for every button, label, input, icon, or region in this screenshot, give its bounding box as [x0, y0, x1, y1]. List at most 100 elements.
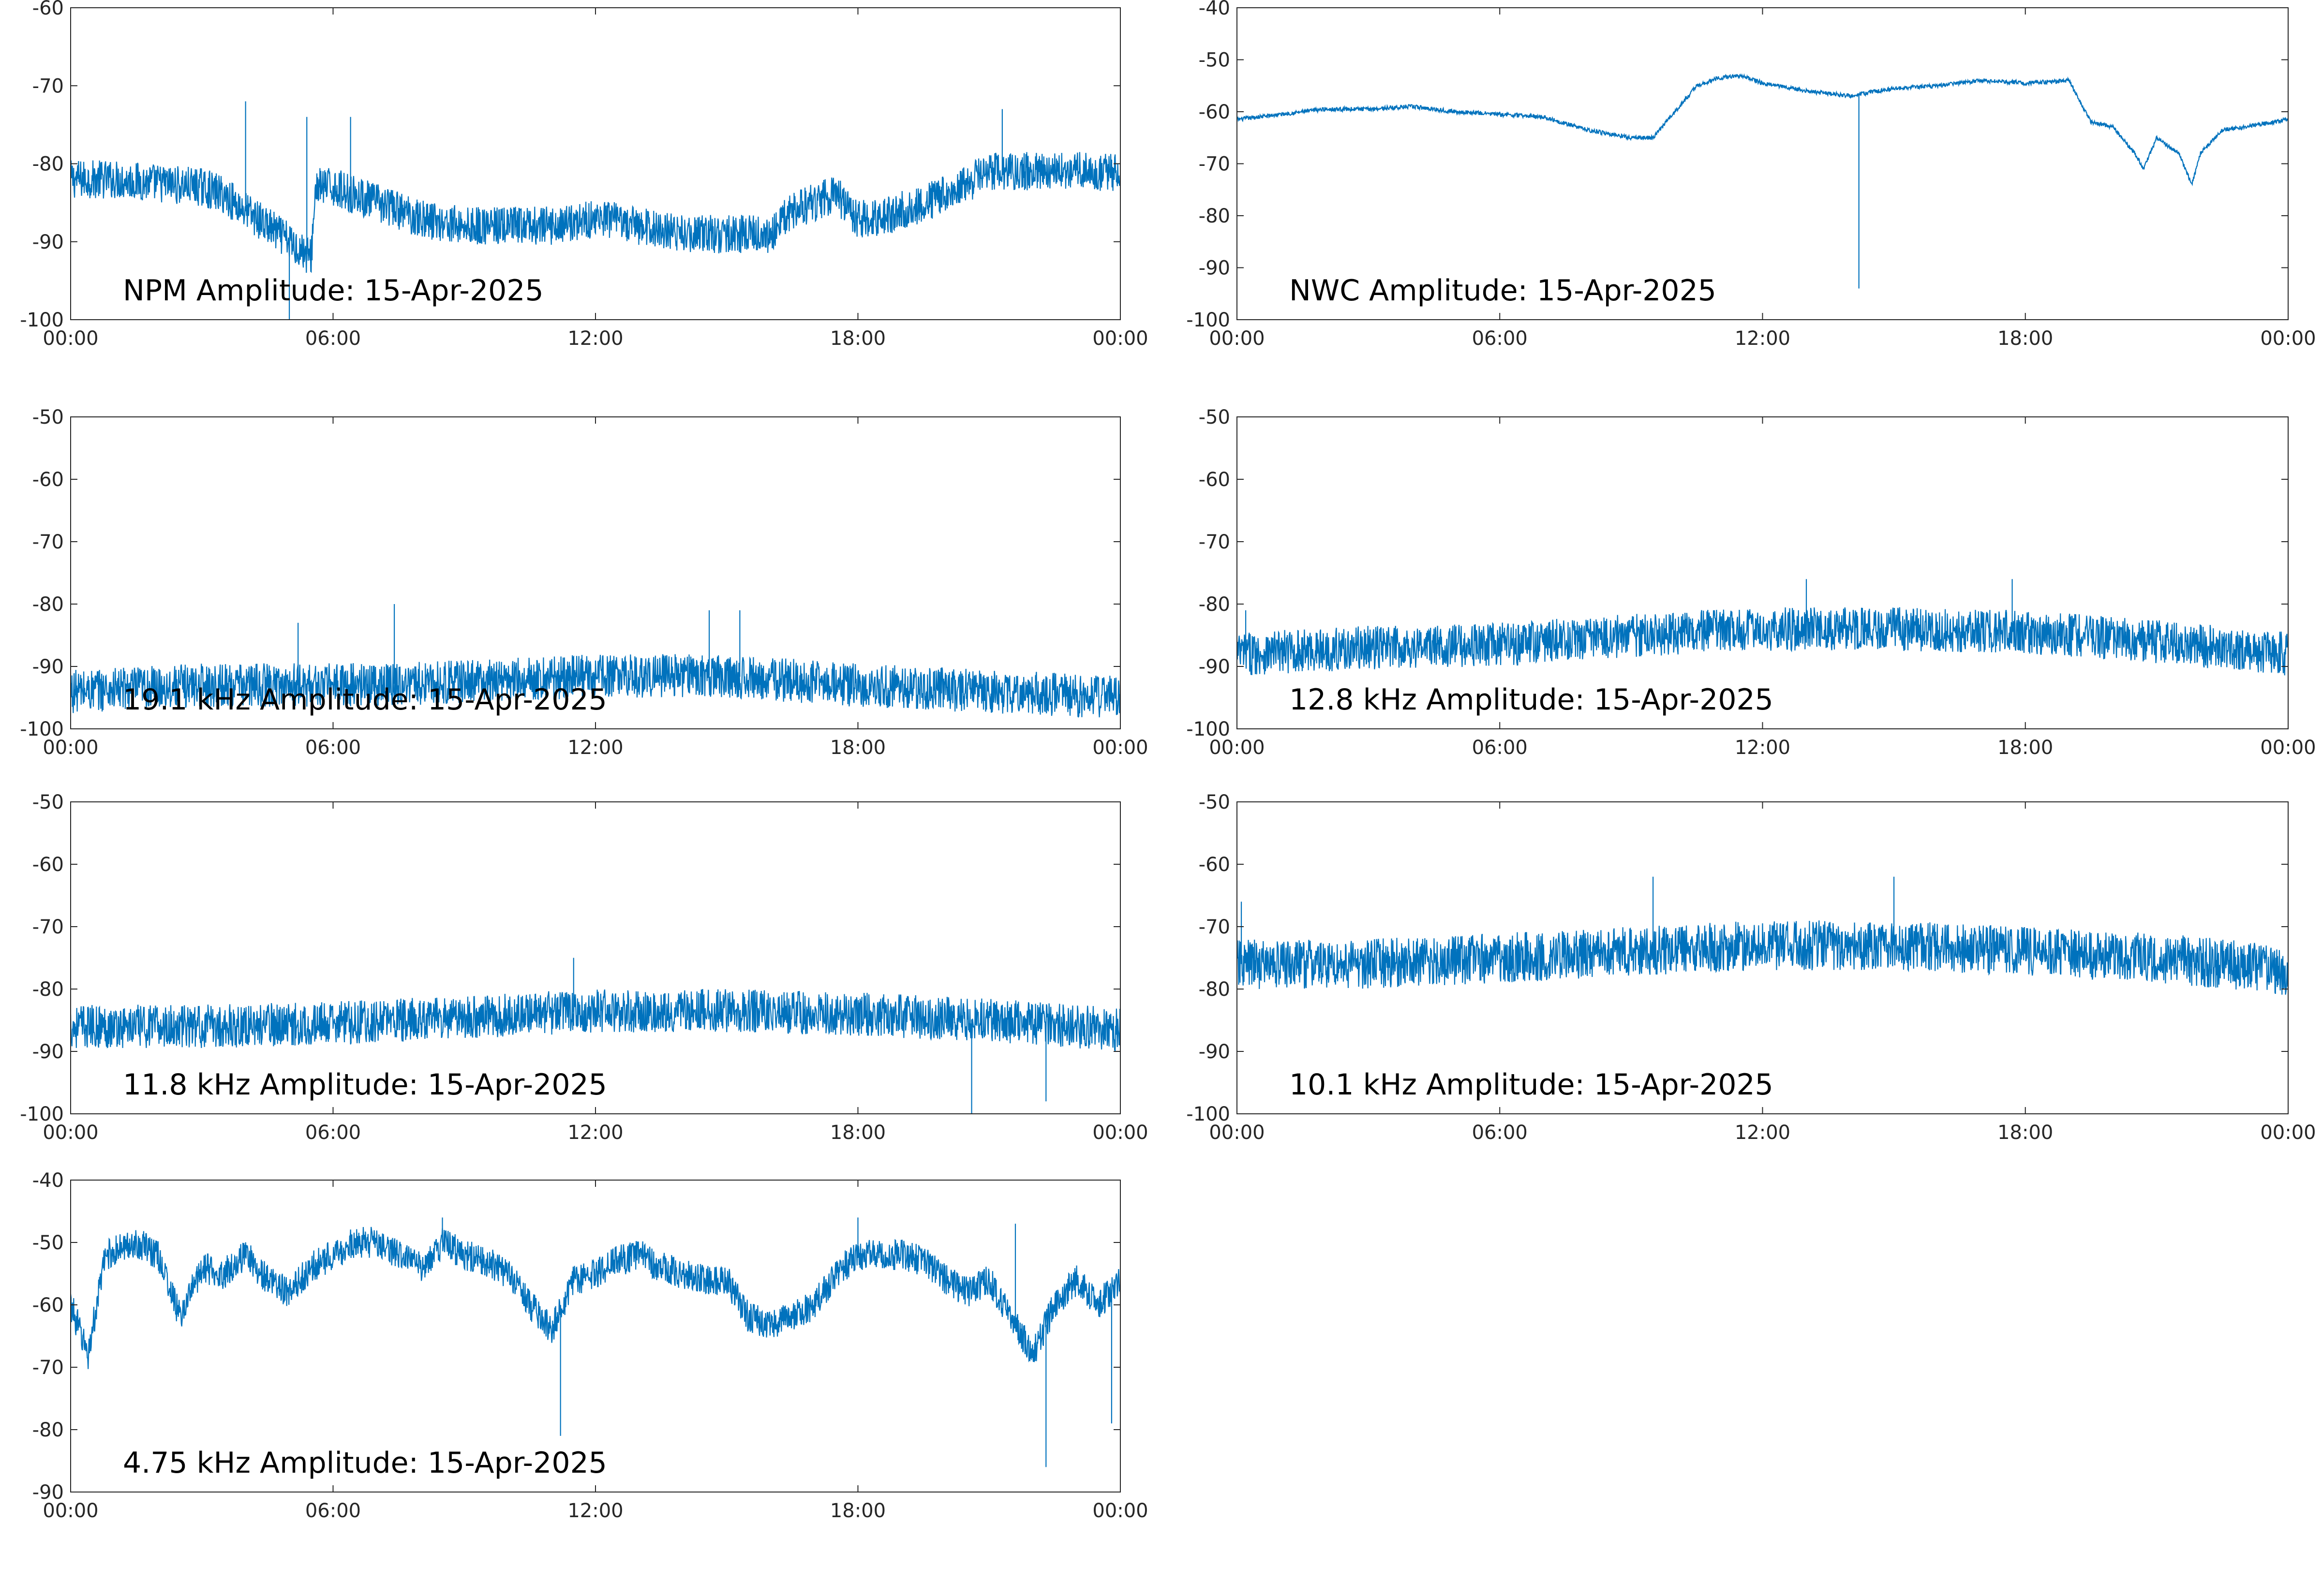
y-tick-label: -80: [1199, 593, 1230, 616]
x-tick-label: 06:00: [305, 737, 361, 759]
y-tick-label: -70: [32, 75, 64, 97]
series-line: [1237, 920, 2288, 995]
y-tick-label: -70: [32, 531, 64, 553]
y-tick-label: -40: [1199, 0, 1230, 19]
panel-title: 11.8 kHz Amplitude: 15-Apr-2025: [123, 1068, 607, 1102]
x-tick-label: 18:00: [830, 327, 886, 350]
y-tick-label: -90: [1199, 656, 1230, 678]
panel-title: 19.1 kHz Amplitude: 15-Apr-2025: [123, 683, 607, 717]
y-tick-label: -90: [32, 656, 64, 678]
x-tick-label: 00:00: [1092, 1122, 1148, 1144]
x-tick-label: 00:00: [1209, 327, 1265, 350]
x-tick-label: 12:00: [567, 1122, 623, 1144]
y-tick-label: -50: [1199, 406, 1230, 429]
y-tick-label: -90: [1199, 257, 1230, 280]
y-tick-label: -50: [1199, 791, 1230, 813]
y-tick-label: -70: [1199, 153, 1230, 176]
y-tick-label: -60: [1199, 469, 1230, 491]
y-tick-label: -100: [1186, 718, 1230, 740]
x-tick-label: 12:00: [567, 1500, 623, 1522]
x-tick-label: 06:00: [305, 1122, 361, 1144]
panel-title: 10.1 kHz Amplitude: 15-Apr-2025: [1289, 1068, 1773, 1102]
x-tick-label: 18:00: [1997, 737, 2053, 759]
y-tick-label: -70: [32, 1357, 64, 1379]
y-tick-label: -80: [1199, 205, 1230, 227]
x-tick-label: 06:00: [305, 327, 361, 350]
series-line: [1237, 73, 2288, 187]
panel-title: NPM Amplitude: 15-Apr-2025: [123, 274, 544, 308]
y-tick-label: -50: [32, 791, 64, 813]
x-tick-label: 18:00: [1997, 327, 2053, 350]
y-tick-label: -80: [32, 153, 64, 176]
y-tick-label: -80: [32, 1419, 64, 1441]
x-tick-label: 12:00: [1735, 1122, 1790, 1144]
y-tick-label: -100: [20, 718, 64, 740]
y-tick-label: -100: [1186, 1103, 1230, 1125]
series-line: [71, 654, 1120, 718]
y-tick-label: -60: [32, 0, 64, 19]
y-tick-label: -70: [1199, 916, 1230, 938]
x-tick-label: 06:00: [1472, 737, 1528, 759]
y-tick-label: -70: [32, 916, 64, 938]
y-tick-label: -60: [32, 1294, 64, 1316]
x-tick-label: 18:00: [1997, 1122, 2053, 1144]
panel-title: NWC Amplitude: 15-Apr-2025: [1289, 274, 1716, 308]
panel-title: 4.75 kHz Amplitude: 15-Apr-2025: [123, 1446, 607, 1480]
x-tick-label: 06:00: [1472, 327, 1528, 350]
y-tick-label: -50: [1199, 49, 1230, 72]
x-tick-label: 00:00: [43, 1500, 98, 1522]
x-tick-label: 00:00: [1209, 737, 1265, 759]
y-tick-label: -60: [32, 469, 64, 491]
series-line: [71, 1227, 1120, 1369]
x-tick-label: 18:00: [830, 1500, 886, 1522]
y-tick-label: -50: [32, 406, 64, 429]
x-tick-label: 12:00: [1735, 737, 1790, 759]
y-tick-label: -60: [32, 854, 64, 876]
x-tick-label: 12:00: [567, 327, 623, 350]
x-tick-label: 00:00: [1092, 327, 1148, 350]
y-tick-label: -100: [20, 1103, 64, 1125]
y-tick-label: -80: [32, 978, 64, 1001]
x-tick-label: 06:00: [305, 1500, 361, 1522]
y-tick-label: -90: [32, 1041, 64, 1063]
series-line: [1237, 607, 2288, 676]
x-tick-label: 00:00: [2260, 327, 2316, 350]
x-tick-label: 00:00: [1092, 1500, 1148, 1522]
y-tick-label: -80: [1199, 978, 1230, 1001]
y-tick-label: -90: [32, 1481, 64, 1504]
x-tick-label: 12:00: [567, 737, 623, 759]
x-tick-label: 12:00: [1735, 327, 1790, 350]
x-tick-label: 00:00: [1209, 1122, 1265, 1144]
x-tick-label: 06:00: [1472, 1122, 1528, 1144]
y-tick-label: -60: [1199, 101, 1230, 123]
x-tick-label: 00:00: [43, 327, 98, 350]
y-tick-label: -60: [1199, 854, 1230, 876]
y-tick-label: -40: [32, 1169, 64, 1192]
y-tick-label: -90: [32, 231, 64, 253]
x-tick-label: 00:00: [43, 1122, 98, 1144]
x-tick-label: 00:00: [1092, 737, 1148, 759]
y-tick-label: -50: [32, 1232, 64, 1254]
y-tick-label: -100: [20, 309, 64, 331]
x-tick-label: 18:00: [830, 1122, 886, 1144]
y-tick-label: -70: [1199, 531, 1230, 553]
series-line: [71, 989, 1120, 1052]
x-tick-label: 00:00: [43, 737, 98, 759]
y-tick-label: -80: [32, 593, 64, 616]
y-tick-label: -100: [1186, 309, 1230, 331]
panel-title: 12.8 kHz Amplitude: 15-Apr-2025: [1289, 683, 1773, 717]
x-tick-label: 18:00: [830, 737, 886, 759]
series-line: [71, 152, 1120, 273]
x-tick-label: 00:00: [2260, 737, 2316, 759]
x-tick-label: 00:00: [2260, 1122, 2316, 1144]
y-tick-label: -90: [1199, 1041, 1230, 1063]
